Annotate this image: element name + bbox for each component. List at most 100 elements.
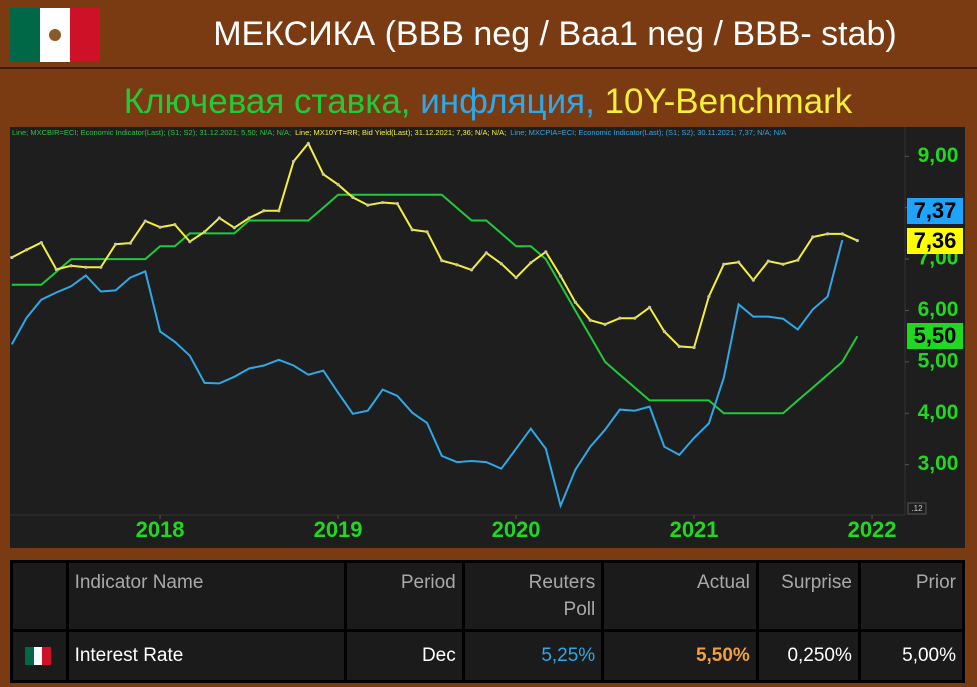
row-flag (25, 647, 52, 665)
x-tick-label: 2021 (670, 517, 719, 542)
series-marker (558, 274, 563, 278)
x-tick-label: 2020 (492, 517, 541, 542)
column-header: Actual (604, 563, 756, 629)
series-marker (188, 240, 192, 244)
series-marker (662, 329, 666, 334)
series-marker (588, 318, 592, 322)
flag-header (13, 563, 66, 629)
subtitle-part: 10Y-Benchmark (595, 82, 853, 121)
series-marker (855, 238, 859, 243)
table-header: Indicator Name Period Reuters Poll Actua… (13, 563, 962, 629)
y-tick-label: 9,00 (918, 144, 959, 167)
y-tick-label: 3,00 (918, 452, 959, 475)
indicator-name: Interest Rate (68, 632, 344, 680)
series-marker (113, 242, 118, 246)
last-value-badge (907, 198, 963, 224)
series-line (11, 193, 859, 415)
last-value-label: 5,50 (914, 323, 957, 348)
series-marker (143, 219, 147, 223)
series-marker (544, 250, 548, 254)
series-marker (366, 203, 370, 207)
series-marker (410, 228, 414, 232)
table-row: Interest Rate Dec 5,25% 5,50% 0,250% 5,0… (13, 632, 962, 680)
series-marker (291, 159, 296, 164)
x-tick-label: 2018 (136, 517, 185, 542)
column-header: Surprise (758, 563, 858, 629)
series-marker (781, 262, 785, 266)
y-tick-label: 6,00 (918, 298, 959, 321)
series-marker (232, 226, 236, 230)
series-marker (247, 216, 251, 220)
series-marker (455, 263, 459, 267)
flag-cell (13, 632, 66, 680)
series-marker (573, 300, 577, 304)
series-marker (336, 182, 340, 187)
series-marker (128, 241, 132, 245)
legend-entry: Line; MX10YT=RR; Bid Yield(Last); 31.12.… (295, 128, 506, 137)
legend-entry: Line; MXCPIA=ECI; Economic Indicator(Las… (510, 128, 786, 137)
series-marker (707, 294, 711, 299)
series-marker (351, 195, 355, 200)
period: Dec (346, 632, 462, 680)
series-marker (840, 232, 844, 236)
series-marker (395, 201, 399, 206)
x-tick-label: 2019 (314, 517, 363, 542)
series-marker (321, 172, 325, 176)
y-tick-label: 5,00 (918, 349, 959, 372)
surprise: 0,250% (758, 632, 858, 680)
series-marker (499, 262, 503, 266)
y-tick-label: 4,00 (918, 401, 959, 424)
subtitle-part: инфляция, (411, 82, 595, 121)
series-marker (54, 267, 58, 271)
series-marker (736, 260, 741, 264)
series-marker (514, 275, 518, 280)
series-marker (262, 209, 266, 213)
poll: 5,25% (464, 632, 602, 680)
column-header: Prior (860, 563, 962, 629)
legend-entry: Line; MXCBIR=ECI; Economic Indicator(Las… (12, 128, 291, 137)
series-marker (24, 248, 29, 252)
series-marker (751, 278, 755, 282)
legend: Line; MXCBIR=ECI; Economic Indicator(Las… (12, 128, 786, 137)
indicator-table: Indicator Name Period Reuters Poll Actua… (10, 560, 965, 683)
series-marker (217, 216, 221, 220)
series-marker (677, 344, 681, 349)
series-marker (529, 261, 533, 265)
chart-subtitle: Ключевая ставка, инфляция, 10Y-Benchmark (124, 82, 853, 121)
column-header: Reuters Poll (464, 563, 602, 629)
actual: 5,50% (604, 632, 756, 680)
series-marker (202, 230, 207, 234)
last-value-badge (907, 228, 963, 254)
series-marker (39, 241, 43, 245)
series-marker (692, 345, 696, 350)
series-marker (766, 259, 770, 263)
chart-title: МЕКСИКА (BBB neg / Baa1 neg / BBB- stab) (213, 15, 897, 53)
series-line (10, 239, 844, 509)
x-tick-label: 2022 (848, 517, 897, 542)
corner-box (907, 502, 927, 515)
series-marker (647, 305, 652, 309)
mexico-flag (10, 8, 100, 62)
series-marker (811, 235, 815, 239)
chart: МЕКСИКА (BBB neg / Baa1 neg / BBB- stab)… (0, 15, 977, 548)
series-marker (796, 258, 800, 262)
series-marker (618, 316, 622, 320)
corner-label: .12 (911, 504, 923, 513)
column-header: Indicator Name (68, 563, 344, 629)
series-marker (99, 265, 103, 269)
series-marker (158, 225, 162, 229)
series-marker (306, 141, 310, 146)
series-marker (633, 316, 637, 320)
series-line (11, 141, 858, 349)
series-marker (440, 259, 444, 263)
series-marker (469, 268, 474, 272)
prior: 5,00% (860, 632, 962, 680)
series-marker (825, 232, 830, 236)
series-marker (69, 264, 73, 268)
series-marker (722, 262, 726, 266)
column-header: Period (346, 563, 462, 629)
series-marker (380, 200, 385, 205)
series-marker (277, 209, 281, 213)
series-marker (173, 223, 177, 227)
